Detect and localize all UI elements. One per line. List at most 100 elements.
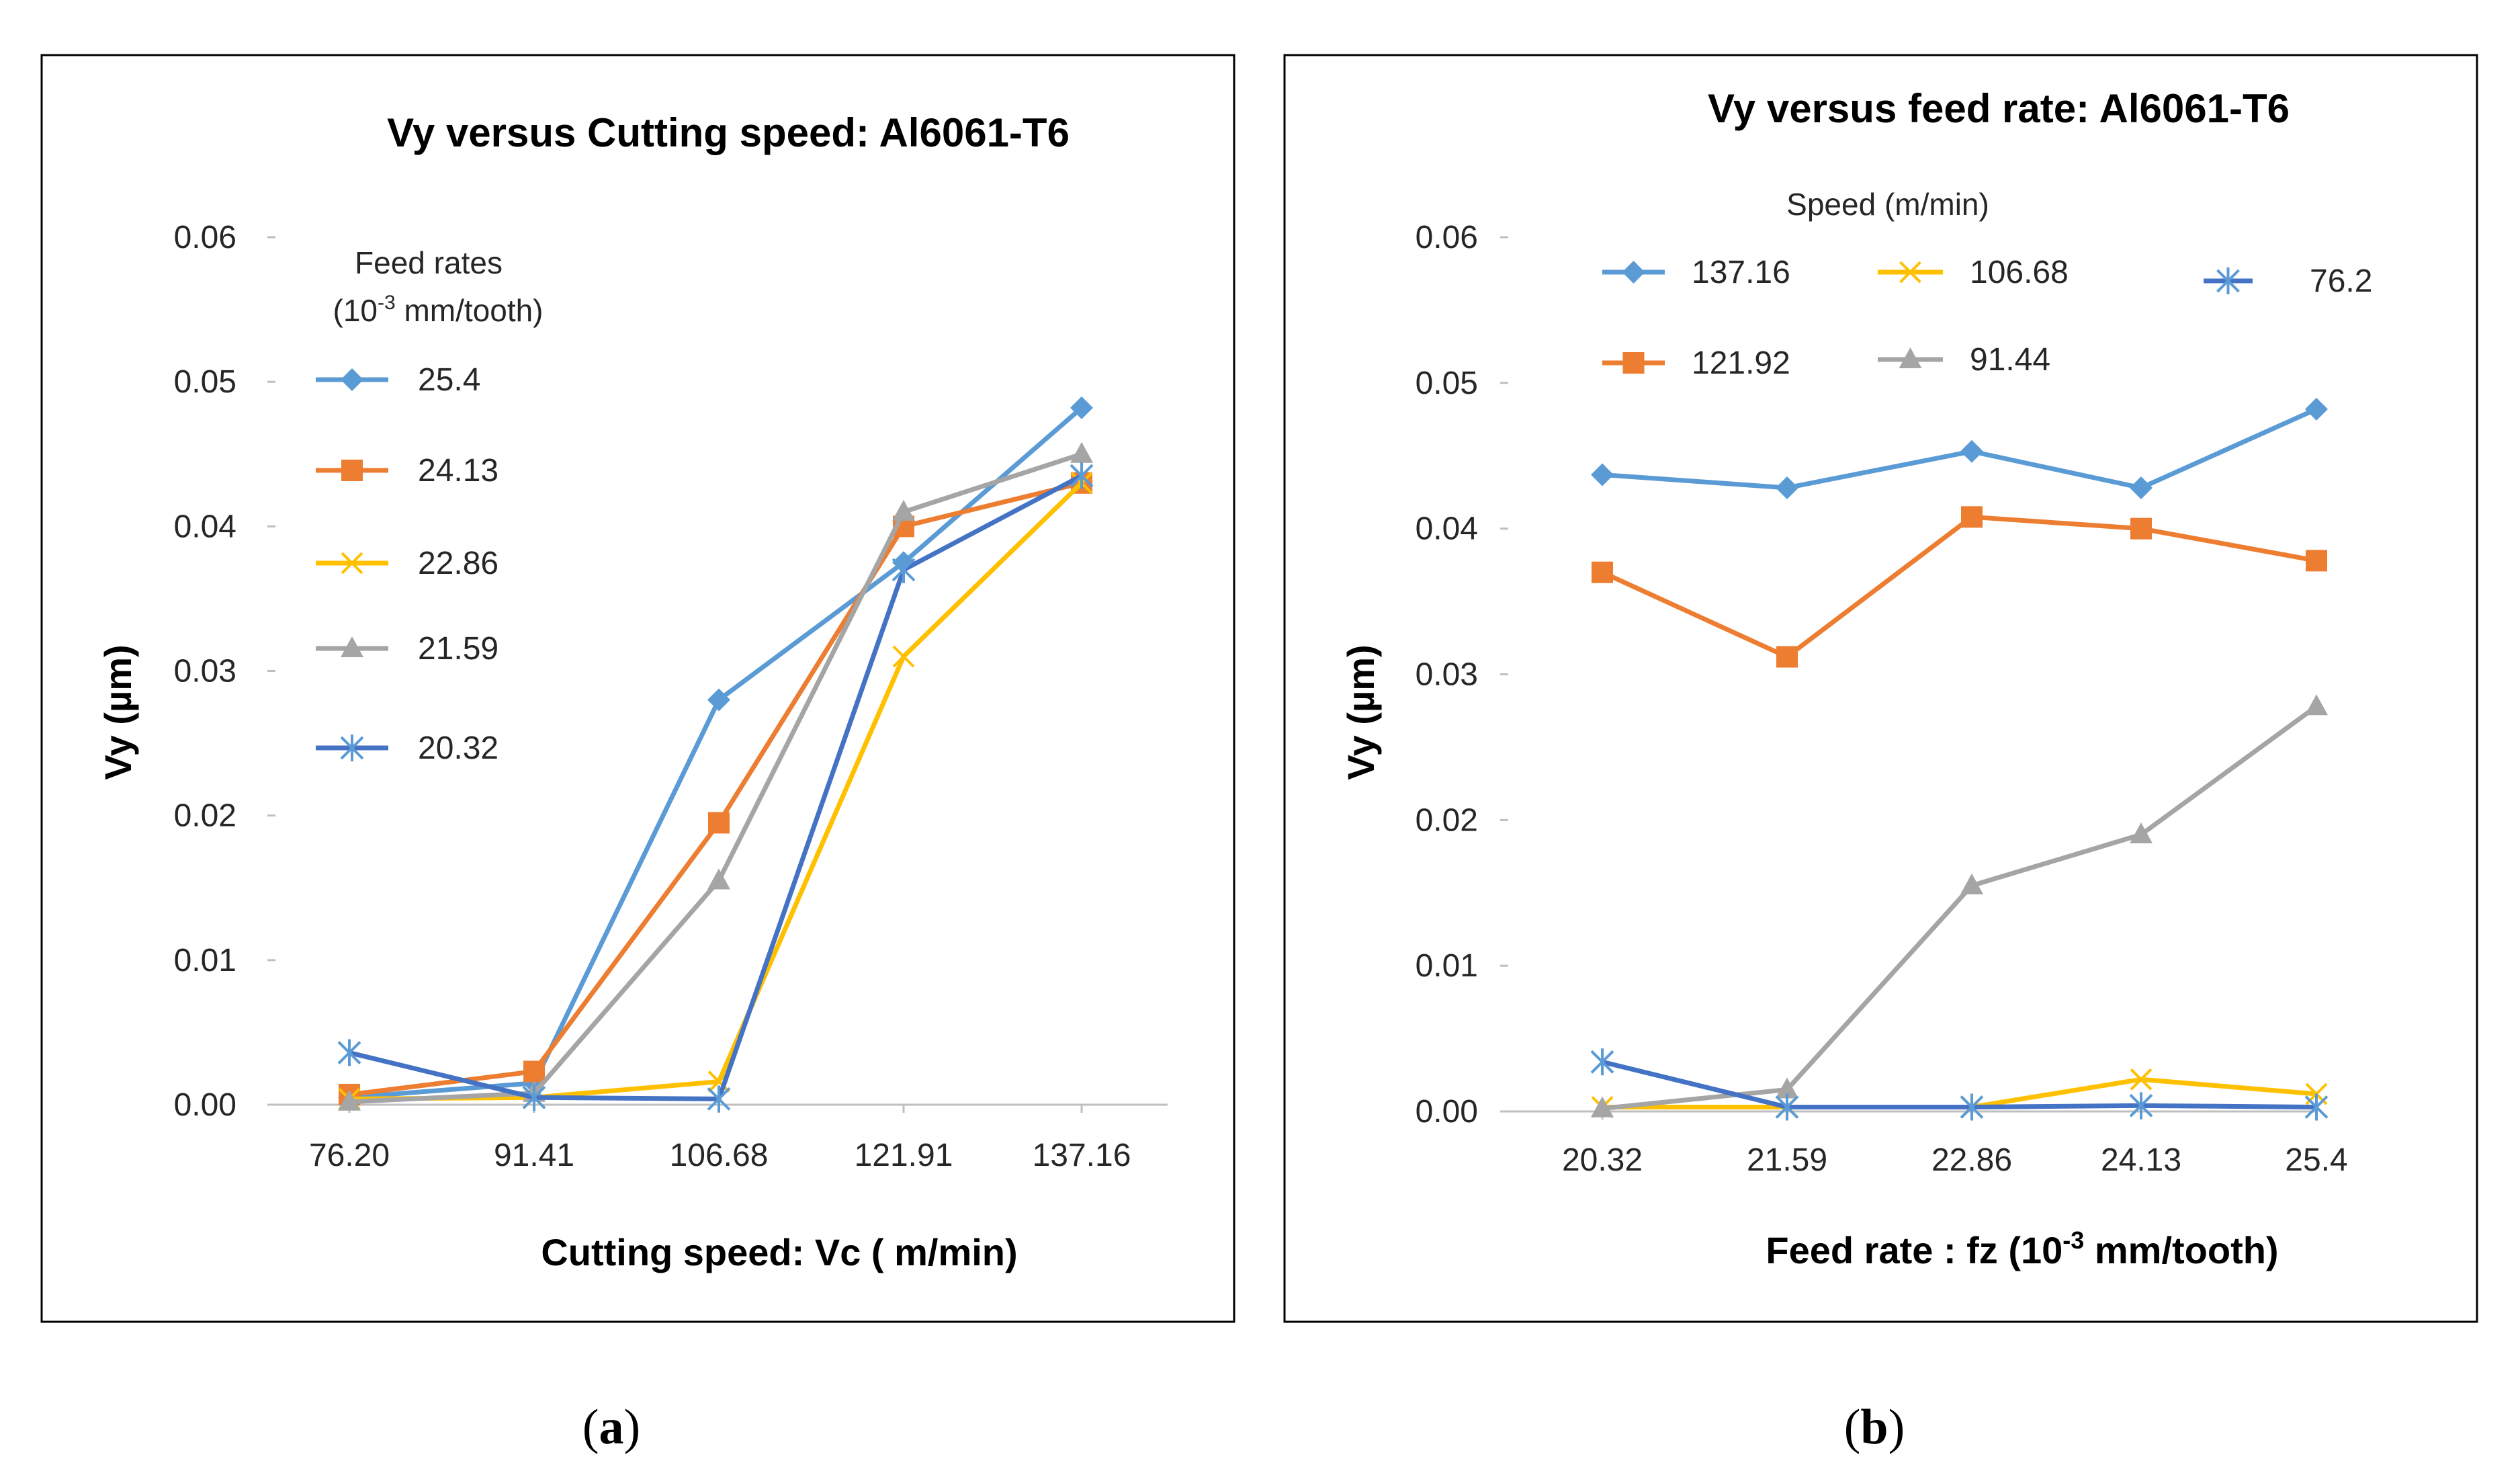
y-tick-label: 0.00 — [174, 1087, 236, 1123]
legend-item-22.86: 22.86 — [316, 546, 498, 581]
legend-title: Speed (m/min) — [1786, 187, 1989, 222]
data-point — [892, 499, 915, 521]
panel-a-frame — [40, 54, 1235, 1323]
y-axis-label: Vy (µm) — [97, 644, 139, 779]
legend-swatch-marker — [340, 734, 364, 761]
y-tick-label: 0.04 — [1416, 511, 1478, 547]
data-point — [1960, 439, 1983, 463]
series-91.44 — [1591, 694, 2328, 1117]
y-tick-label: 0.06 — [174, 220, 236, 255]
x-tick-label: 91.41 — [494, 1138, 574, 1173]
data-point — [707, 868, 730, 890]
legend-label: 106.68 — [1970, 255, 2069, 290]
y-tick-label: 0.03 — [1416, 657, 1478, 693]
data-point — [2130, 476, 2153, 499]
panel-b: Vy versus feed rate: Al6061-T6 0.00 0.01 0… — [1283, 54, 2478, 1455]
legend-swatch-marker — [341, 460, 363, 481]
data-point — [2306, 550, 2327, 572]
data-point — [2129, 1092, 2153, 1120]
series-20.32 — [337, 462, 1094, 1113]
data-point — [1590, 1048, 1614, 1076]
data-point — [1070, 396, 1093, 419]
data-point — [1960, 1093, 1984, 1121]
y-axis-label: Vy (µm) — [1340, 644, 1382, 779]
data-point — [1960, 873, 1983, 894]
legend-item-25.4: 25.4 — [316, 362, 480, 398]
legend-item-76.2: 76.2 — [2204, 263, 2372, 299]
chart-title: Vy versus feed rate: Al6061-T6 — [1708, 86, 2290, 131]
legend-swatch-marker — [1622, 352, 1645, 374]
legend-swatch-marker — [341, 368, 363, 391]
data-point — [1592, 561, 1613, 583]
legend-swatch-marker — [2216, 267, 2240, 294]
data-point — [1775, 1093, 1799, 1121]
legend-swatch-marker — [341, 552, 363, 575]
series-137.16 — [1591, 397, 2328, 499]
caption-a: (a) — [582, 1400, 640, 1455]
data-point — [1776, 646, 1798, 668]
data-point — [707, 688, 730, 712]
data-point — [337, 1039, 361, 1066]
data-point — [522, 1084, 546, 1111]
x-tick-label: 137.16 — [1033, 1138, 1131, 1173]
data-point — [2130, 822, 2153, 844]
legend-label: 121.92 — [1692, 345, 1790, 381]
data-point — [708, 812, 730, 834]
data-point — [1070, 462, 1094, 490]
x-tick-label: 106.68 — [670, 1138, 769, 1173]
legend-label: 25.4 — [418, 362, 480, 398]
y-tick-label: 0.03 — [174, 654, 236, 689]
data-point — [2305, 694, 2328, 716]
y-tick-label: 0.01 — [1416, 948, 1478, 984]
y-tick-label: 0.04 — [174, 509, 236, 544]
data-point — [338, 1089, 361, 1111]
x-tick-label: 22.86 — [1931, 1142, 2012, 1178]
panel-a: Vy versus Cutting speed: Al6061-T6 0.00 0… — [40, 54, 1235, 1455]
legend-label: 91.44 — [1970, 342, 2050, 378]
data-point — [523, 1060, 545, 1083]
legend-label: 137.16 — [1692, 255, 1790, 290]
y-tick-label: 0.05 — [1416, 366, 1478, 401]
legend-item-137.16: 137.16 — [1602, 255, 1790, 290]
legend-label: 22.86 — [418, 546, 498, 581]
data-point — [2130, 1068, 2153, 1091]
legend-swatch-marker — [1622, 261, 1645, 284]
chart-title: Vy versus Cutting speed: Al6061-T6 — [387, 110, 1070, 155]
data-point — [1070, 441, 1093, 463]
data-point — [1776, 1077, 1798, 1099]
x-tick-label: 20.32 — [1562, 1142, 1643, 1178]
y-tick-label: 0.00 — [1416, 1094, 1478, 1130]
data-point — [2305, 397, 2328, 421]
x-axis-label-prefix: Feed rate : fz (10 — [1766, 1229, 2062, 1271]
legend-unit-exponent: -3 — [378, 292, 396, 314]
legend-title-line-2: (10-3 mm/tooth) — [333, 292, 544, 328]
data-point — [1591, 463, 1614, 487]
legend-swatch-marker — [341, 636, 363, 657]
caption-b: (b) — [1844, 1400, 1905, 1455]
y-tick-label: 0.06 — [1416, 220, 1478, 255]
legend-item-121.92: 121.92 — [1602, 345, 1790, 381]
x-tick-label: 121.91 — [855, 1138, 953, 1173]
y-tick-label: 0.02 — [174, 798, 236, 834]
data-point — [892, 645, 915, 668]
x-axis-label: Cutting speed: Vc ( m/min) — [541, 1231, 1017, 1273]
data-point — [1961, 506, 1983, 528]
legend-label: 76.2 — [2310, 263, 2372, 299]
x-tick-label: 24.13 — [2101, 1142, 2181, 1178]
legend-item-20.32: 20.32 — [316, 730, 498, 766]
legend-label: 20.32 — [418, 730, 498, 766]
series-121.92 — [1592, 506, 2327, 668]
x-tick-label: 76.20 — [309, 1138, 390, 1173]
legend-unit-prefix: (10 — [333, 293, 378, 328]
legend-item-21.59: 21.59 — [316, 631, 498, 667]
y-tick-label: 0.01 — [174, 943, 236, 978]
data-point — [1776, 476, 1798, 499]
legend-item-106.68: 106.68 — [1878, 255, 2069, 290]
legend-item-24.13: 24.13 — [316, 453, 498, 489]
y-tick-label: 0.05 — [174, 364, 236, 400]
series-76.2 — [1590, 1048, 2329, 1121]
y-tick-label: 0.02 — [1416, 802, 1478, 838]
x-tick-label: 25.4 — [2285, 1142, 2347, 1178]
legend-label: 24.13 — [418, 453, 498, 489]
